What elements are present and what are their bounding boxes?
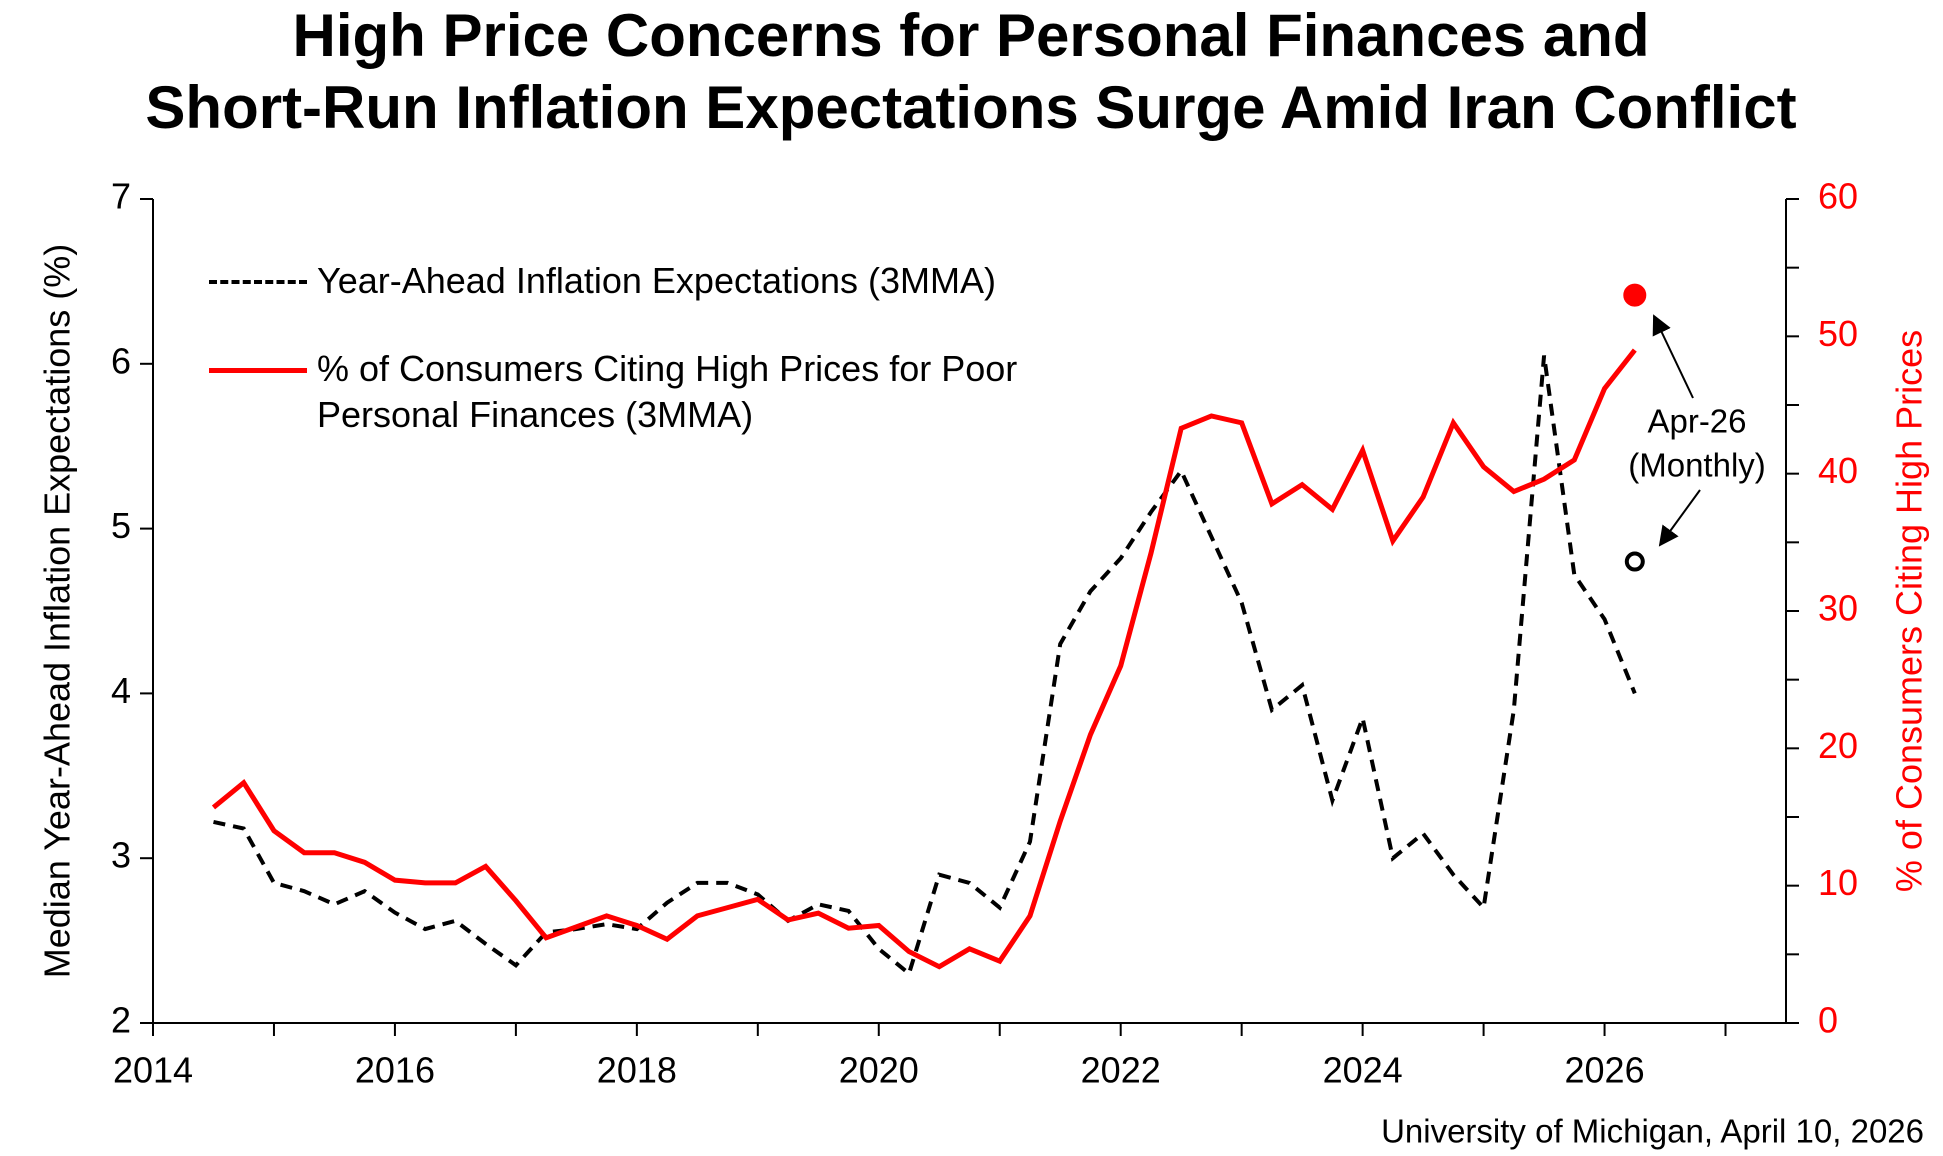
y-tick-label: 7 [111, 176, 131, 217]
y2-tick-label: 50 [1818, 313, 1858, 354]
series-line [211, 348, 1637, 970]
x-tick-label: 2016 [355, 1050, 435, 1091]
monthly-point [1623, 283, 1647, 307]
x-tick-label: 2014 [113, 1050, 193, 1091]
legend-item: Year-Ahead Inflation Expectations (3MMA) [209, 258, 1129, 304]
annotation: (Monthly) [1628, 447, 1766, 484]
annotation-arrow [1652, 314, 1694, 399]
y-tick-label: 2 [111, 1000, 131, 1041]
y2-tick-label: 30 [1818, 588, 1858, 629]
chart-title: High Price Concerns for Personal Finance… [292, 2, 1649, 69]
x-tick-label: 2020 [839, 1050, 919, 1091]
y-axis-label: Median Year-Ahead Inflation Expectations… [37, 244, 78, 978]
legend-line [209, 368, 307, 373]
y2-tick-label: 0 [1818, 1000, 1838, 1041]
legend-line [209, 280, 307, 284]
x-tick-label: 2026 [1565, 1050, 1645, 1091]
monthly-point [1624, 551, 1645, 572]
y2-tick-label: 60 [1818, 176, 1858, 217]
chart-title: Short-Run Inflation Expectations Surge A… [145, 74, 1796, 141]
y-tick-label: 5 [111, 505, 131, 546]
x-tick-label: 2018 [597, 1050, 677, 1091]
y-tick-label: 6 [111, 340, 131, 381]
legend: Year-Ahead Inflation Expectations (3MMA)… [209, 258, 1129, 480]
annotation: Apr-26 [1647, 403, 1746, 440]
y2-tick-label: 20 [1818, 725, 1858, 766]
y2-tick-label: 10 [1818, 862, 1858, 903]
x-tick-label: 2022 [1081, 1050, 1161, 1091]
legend-label: % of Consumers Citing High Prices for Po… [317, 348, 1018, 435]
source: University of Michigan, April 10, 2026 [1381, 1113, 1924, 1150]
legend-swatch [209, 258, 307, 304]
series-line [213, 355, 1637, 977]
legend-item: % of Consumers Citing High Prices for Po… [209, 346, 1129, 438]
annotation-arrow [1658, 489, 1701, 547]
y2-tick-label: 40 [1818, 450, 1858, 491]
y-tick-label: 4 [111, 670, 131, 711]
legend-label: Year-Ahead Inflation Expectations (3MMA) [317, 260, 997, 301]
x-tick-label: 2024 [1323, 1050, 1403, 1091]
legend-swatch [209, 346, 307, 392]
y2-axis-label: % of Consumers Citing High Prices [1889, 330, 1930, 892]
y-tick-label: 3 [111, 835, 131, 876]
